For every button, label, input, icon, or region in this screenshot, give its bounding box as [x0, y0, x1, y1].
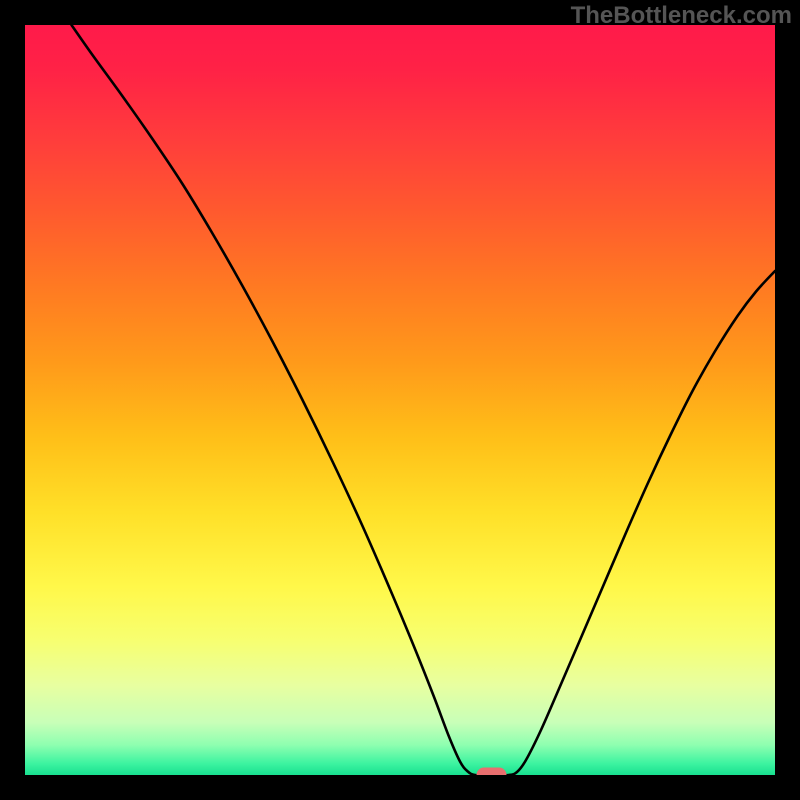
bottleneck-chart	[0, 0, 800, 800]
chart-container: TheBottleneck.com	[0, 0, 800, 800]
border-bottom	[0, 775, 800, 800]
attribution-text: TheBottleneck.com	[571, 2, 792, 30]
border-right	[775, 0, 800, 800]
plot-background	[25, 25, 775, 775]
border-left	[0, 0, 25, 800]
